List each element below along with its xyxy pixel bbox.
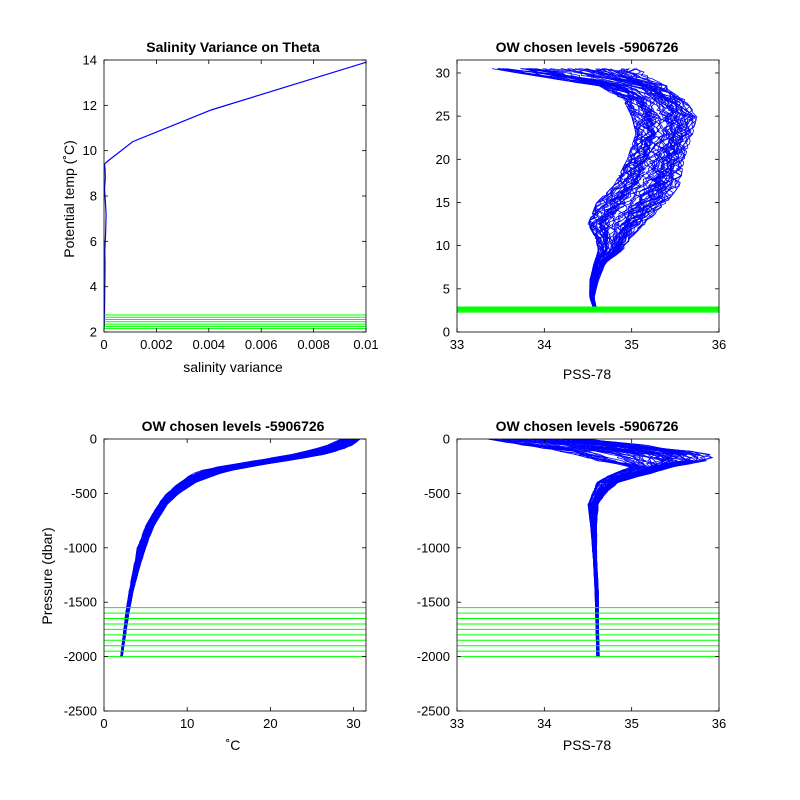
chart-panel-salinity-pressure: OW chosen levels -5906726 PSS-78 33 34 35 3…	[417, 418, 726, 753]
y-axis-label: Pressure (dbar)	[39, 527, 55, 624]
y-tick-label: 30	[436, 65, 450, 80]
y-tick-label: 14	[83, 53, 97, 68]
y-tick-label: 4	[90, 279, 97, 294]
axes-box	[103, 438, 367, 712]
y-tick-label: -2500	[417, 704, 450, 719]
x-tick-label: 34	[537, 716, 551, 731]
y-tick-label: -2000	[417, 649, 450, 664]
y-tick-label: 10	[436, 238, 450, 253]
x-tick-label: 33	[450, 716, 464, 731]
profile-line	[498, 68, 647, 311]
profile-line	[501, 68, 641, 311]
chart-panel-salinity-theta: OW chosen levels -5906726 PSS-78 33 34 35 3…	[436, 39, 727, 382]
y-tick-label: 10	[83, 143, 97, 158]
axes-box	[456, 438, 720, 712]
chart-title: OW chosen levels -5906726	[496, 418, 679, 434]
profile-line	[531, 68, 656, 311]
profile-line	[121, 439, 352, 657]
y-tick-label: -1500	[64, 595, 97, 610]
plot-area	[457, 439, 719, 658]
x-tick-label: 34	[537, 337, 551, 352]
y-tick-label: 2	[90, 325, 97, 340]
profile-line	[121, 439, 358, 657]
x-axis-label: PSS-78	[563, 737, 611, 753]
y-tick-label: 8	[90, 189, 97, 204]
chart-title: OW chosen levels -5906726	[142, 418, 325, 434]
x-axis-label: PSS-78	[563, 366, 611, 382]
profile-line	[520, 439, 644, 657]
plot-area	[104, 61, 366, 330]
profile-line	[581, 439, 711, 657]
y-tick-label: 12	[83, 98, 97, 113]
profile-line	[574, 439, 699, 657]
x-tick-label: 10	[180, 716, 194, 731]
y-tick-label: -2000	[64, 649, 97, 664]
x-tick-label: 0.004	[193, 337, 226, 352]
profile-line	[120, 439, 349, 657]
x-tick-label: 20	[263, 716, 277, 731]
plot-area	[104, 439, 366, 658]
profile-line	[580, 68, 680, 311]
y-tick-label: -500	[424, 486, 450, 501]
x-axis-label: ˚C	[226, 737, 241, 753]
x-tick-label: 36	[712, 716, 726, 731]
x-tick-label: 0.01	[353, 337, 378, 352]
y-axis-label: Potential temp (˚C)	[61, 140, 77, 257]
y-tick-label: 20	[436, 152, 450, 167]
profile-line	[593, 68, 689, 311]
x-axis-label: salinity variance	[183, 359, 283, 375]
axes-box	[456, 59, 720, 333]
plot-area	[457, 68, 719, 313]
chart-panel-salinity-variance: Salinity Variance on Theta salinity vari…	[61, 39, 379, 375]
profile-line	[593, 68, 687, 311]
y-tick-label: -1500	[417, 595, 450, 610]
profile-line	[534, 439, 665, 657]
profile-line	[498, 68, 642, 311]
x-tick-label: 35	[624, 716, 638, 731]
y-tick-label: 0	[443, 325, 450, 340]
chart-title: Salinity Variance on Theta	[146, 39, 320, 55]
profile-line	[593, 68, 698, 311]
chart-panel-temperature-pressure: OW chosen levels -5906726 ˚C Pressure (d…	[39, 418, 367, 753]
y-tick-label: -2500	[64, 704, 97, 719]
x-tick-label: 36	[712, 337, 726, 352]
variance-line	[104, 61, 366, 328]
x-tick-label: 0.008	[297, 337, 330, 352]
profile-line	[487, 439, 633, 657]
x-tick-label: 0	[100, 337, 107, 352]
y-tick-label: -1000	[417, 540, 450, 555]
y-tick-label: -1000	[64, 540, 97, 555]
y-tick-label: 6	[90, 234, 97, 249]
y-tick-label: 5	[443, 281, 450, 296]
y-tick-label: 0	[90, 432, 97, 447]
y-tick-label: 0	[443, 432, 450, 447]
chart-title: OW chosen levels -5906726	[496, 39, 679, 55]
y-tick-label: 15	[436, 195, 450, 210]
y-tick-label: 25	[436, 109, 450, 124]
x-tick-label: 0	[100, 716, 107, 731]
profile-line	[560, 68, 667, 311]
x-tick-label: 30	[346, 716, 360, 731]
x-tick-label: 0.006	[245, 337, 278, 352]
y-tick-label: -500	[71, 486, 97, 501]
x-tick-label: 35	[624, 337, 638, 352]
x-tick-label: 33	[450, 337, 464, 352]
x-tick-label: 0.002	[140, 337, 173, 352]
